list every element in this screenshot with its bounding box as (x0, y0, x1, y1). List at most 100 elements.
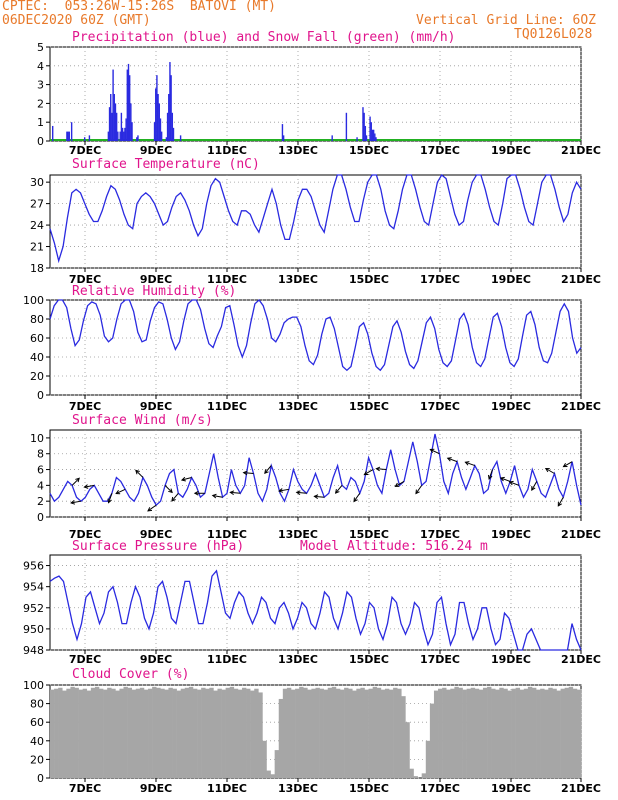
wind-arrow-head (429, 448, 435, 454)
cloud-bar (152, 686, 157, 778)
wind-arrow (243, 472, 254, 474)
wind-arrow (296, 491, 307, 494)
cloud-bar (103, 689, 108, 778)
cloud-bar (62, 690, 67, 778)
cloud-bar (413, 776, 418, 778)
precip-bar (168, 94, 170, 141)
x-tick-label: 9DEC (140, 653, 172, 666)
cloud-bar (380, 689, 386, 778)
wind-arrow (395, 480, 405, 487)
cloud-bar (405, 722, 410, 778)
cloud-bar (425, 740, 431, 778)
wind-arrow (335, 485, 343, 494)
cloud-bar (86, 690, 92, 778)
cloud-bar (135, 688, 141, 778)
cloud-bar (491, 688, 496, 778)
cloud-bar (282, 688, 288, 778)
cloud-bar (286, 687, 292, 778)
cloud-bar (523, 688, 529, 778)
cloud-bar (66, 688, 71, 778)
precip-bar (155, 88, 157, 141)
wind-arrow (115, 488, 126, 494)
x-tick-label: 21DEC (561, 653, 601, 666)
cloud-bar (266, 770, 271, 778)
x-tick-label: 19DEC (491, 400, 531, 413)
precip-bar (375, 137, 377, 141)
x-tick-label: 13DEC (278, 400, 318, 413)
y-tick-label: 10 (30, 432, 44, 445)
precip-bar (370, 122, 372, 141)
x-tick-label: 15DEC (349, 528, 389, 541)
cloud-bar (507, 690, 512, 778)
y-tick-label: 18 (30, 262, 44, 275)
cloud-bar (172, 688, 177, 778)
wind-arrow (230, 491, 241, 494)
wind-arrow (563, 461, 573, 468)
y-tick-label: 60 (30, 332, 44, 345)
wind-arrow-head (171, 496, 176, 502)
precip-bar (371, 129, 374, 141)
wind-arrow-head (107, 498, 112, 504)
cloud-bar (131, 689, 137, 778)
precip-bar (114, 103, 117, 141)
cloud-bar (303, 687, 308, 778)
precip-bar (66, 131, 68, 141)
y-tick-label: 80 (30, 313, 44, 326)
cloud-bar (433, 690, 439, 778)
wind-arrow (212, 494, 223, 498)
panel-title: Surface Pressure (hPa) (72, 539, 244, 554)
x-tick-label: 9DEC (140, 528, 172, 541)
cloud-bar (119, 688, 124, 778)
wind-arrow-head (264, 469, 269, 475)
cloud-bar (331, 686, 337, 778)
y-tick-label: 80 (30, 698, 44, 711)
cloud-bar (241, 687, 247, 778)
cloud-bar (344, 687, 349, 778)
precip-bar (115, 112, 118, 141)
cloud-bar (217, 688, 222, 778)
x-tick-label: 7DEC (69, 782, 101, 795)
y-tick-label: 0 (37, 772, 44, 785)
precip-bar (282, 135, 285, 141)
panel-0: 0 1 2 3 4 5 7DEC 9DEC 11DEC 13DEC 15DEC 17DEC 19DEC 2… (37, 30, 601, 157)
y-tick-label: 950 (23, 623, 44, 636)
cloud-bar (188, 686, 194, 778)
wind-arrow (147, 504, 157, 512)
precip-bar (165, 137, 168, 141)
cloud-bar (148, 688, 153, 778)
precip-bar (128, 75, 131, 141)
cloud-bar (340, 689, 345, 778)
cloud-bar (270, 774, 275, 778)
precip-bar (131, 122, 133, 141)
wind-arrow (264, 465, 272, 474)
precip-bar (107, 131, 110, 141)
wind-arrow-head (168, 488, 173, 494)
cloud-bar (409, 768, 414, 778)
cloud-bar (78, 689, 83, 778)
precip-bar (158, 103, 160, 141)
precip-bar (108, 107, 111, 141)
panel-frame (49, 554, 582, 651)
precip-bar (169, 62, 171, 141)
cloud-bar (478, 689, 484, 778)
y-tick-label: 5 (37, 41, 44, 54)
cloud-bar (552, 688, 557, 778)
cloud-bar (192, 688, 198, 778)
cloud-bar (335, 688, 341, 778)
x-tick-label: 21DEC (561, 782, 601, 795)
y-tick-label: 948 (23, 644, 44, 657)
cloud-bar (560, 688, 565, 778)
cloud-bar (376, 687, 382, 778)
wind-arrow (84, 484, 95, 488)
cloud-bar (307, 689, 312, 778)
cloud-bar (540, 688, 545, 778)
precip-bar (124, 127, 126, 141)
cloud-bar (143, 689, 149, 778)
precip-bar (363, 112, 365, 141)
wind-arrow-head (363, 470, 369, 476)
wind-arrow (376, 468, 387, 471)
precip-bar (121, 127, 124, 141)
cloud-bar (229, 686, 235, 778)
cloud-bar (429, 703, 435, 778)
cloud-bar (499, 687, 504, 778)
